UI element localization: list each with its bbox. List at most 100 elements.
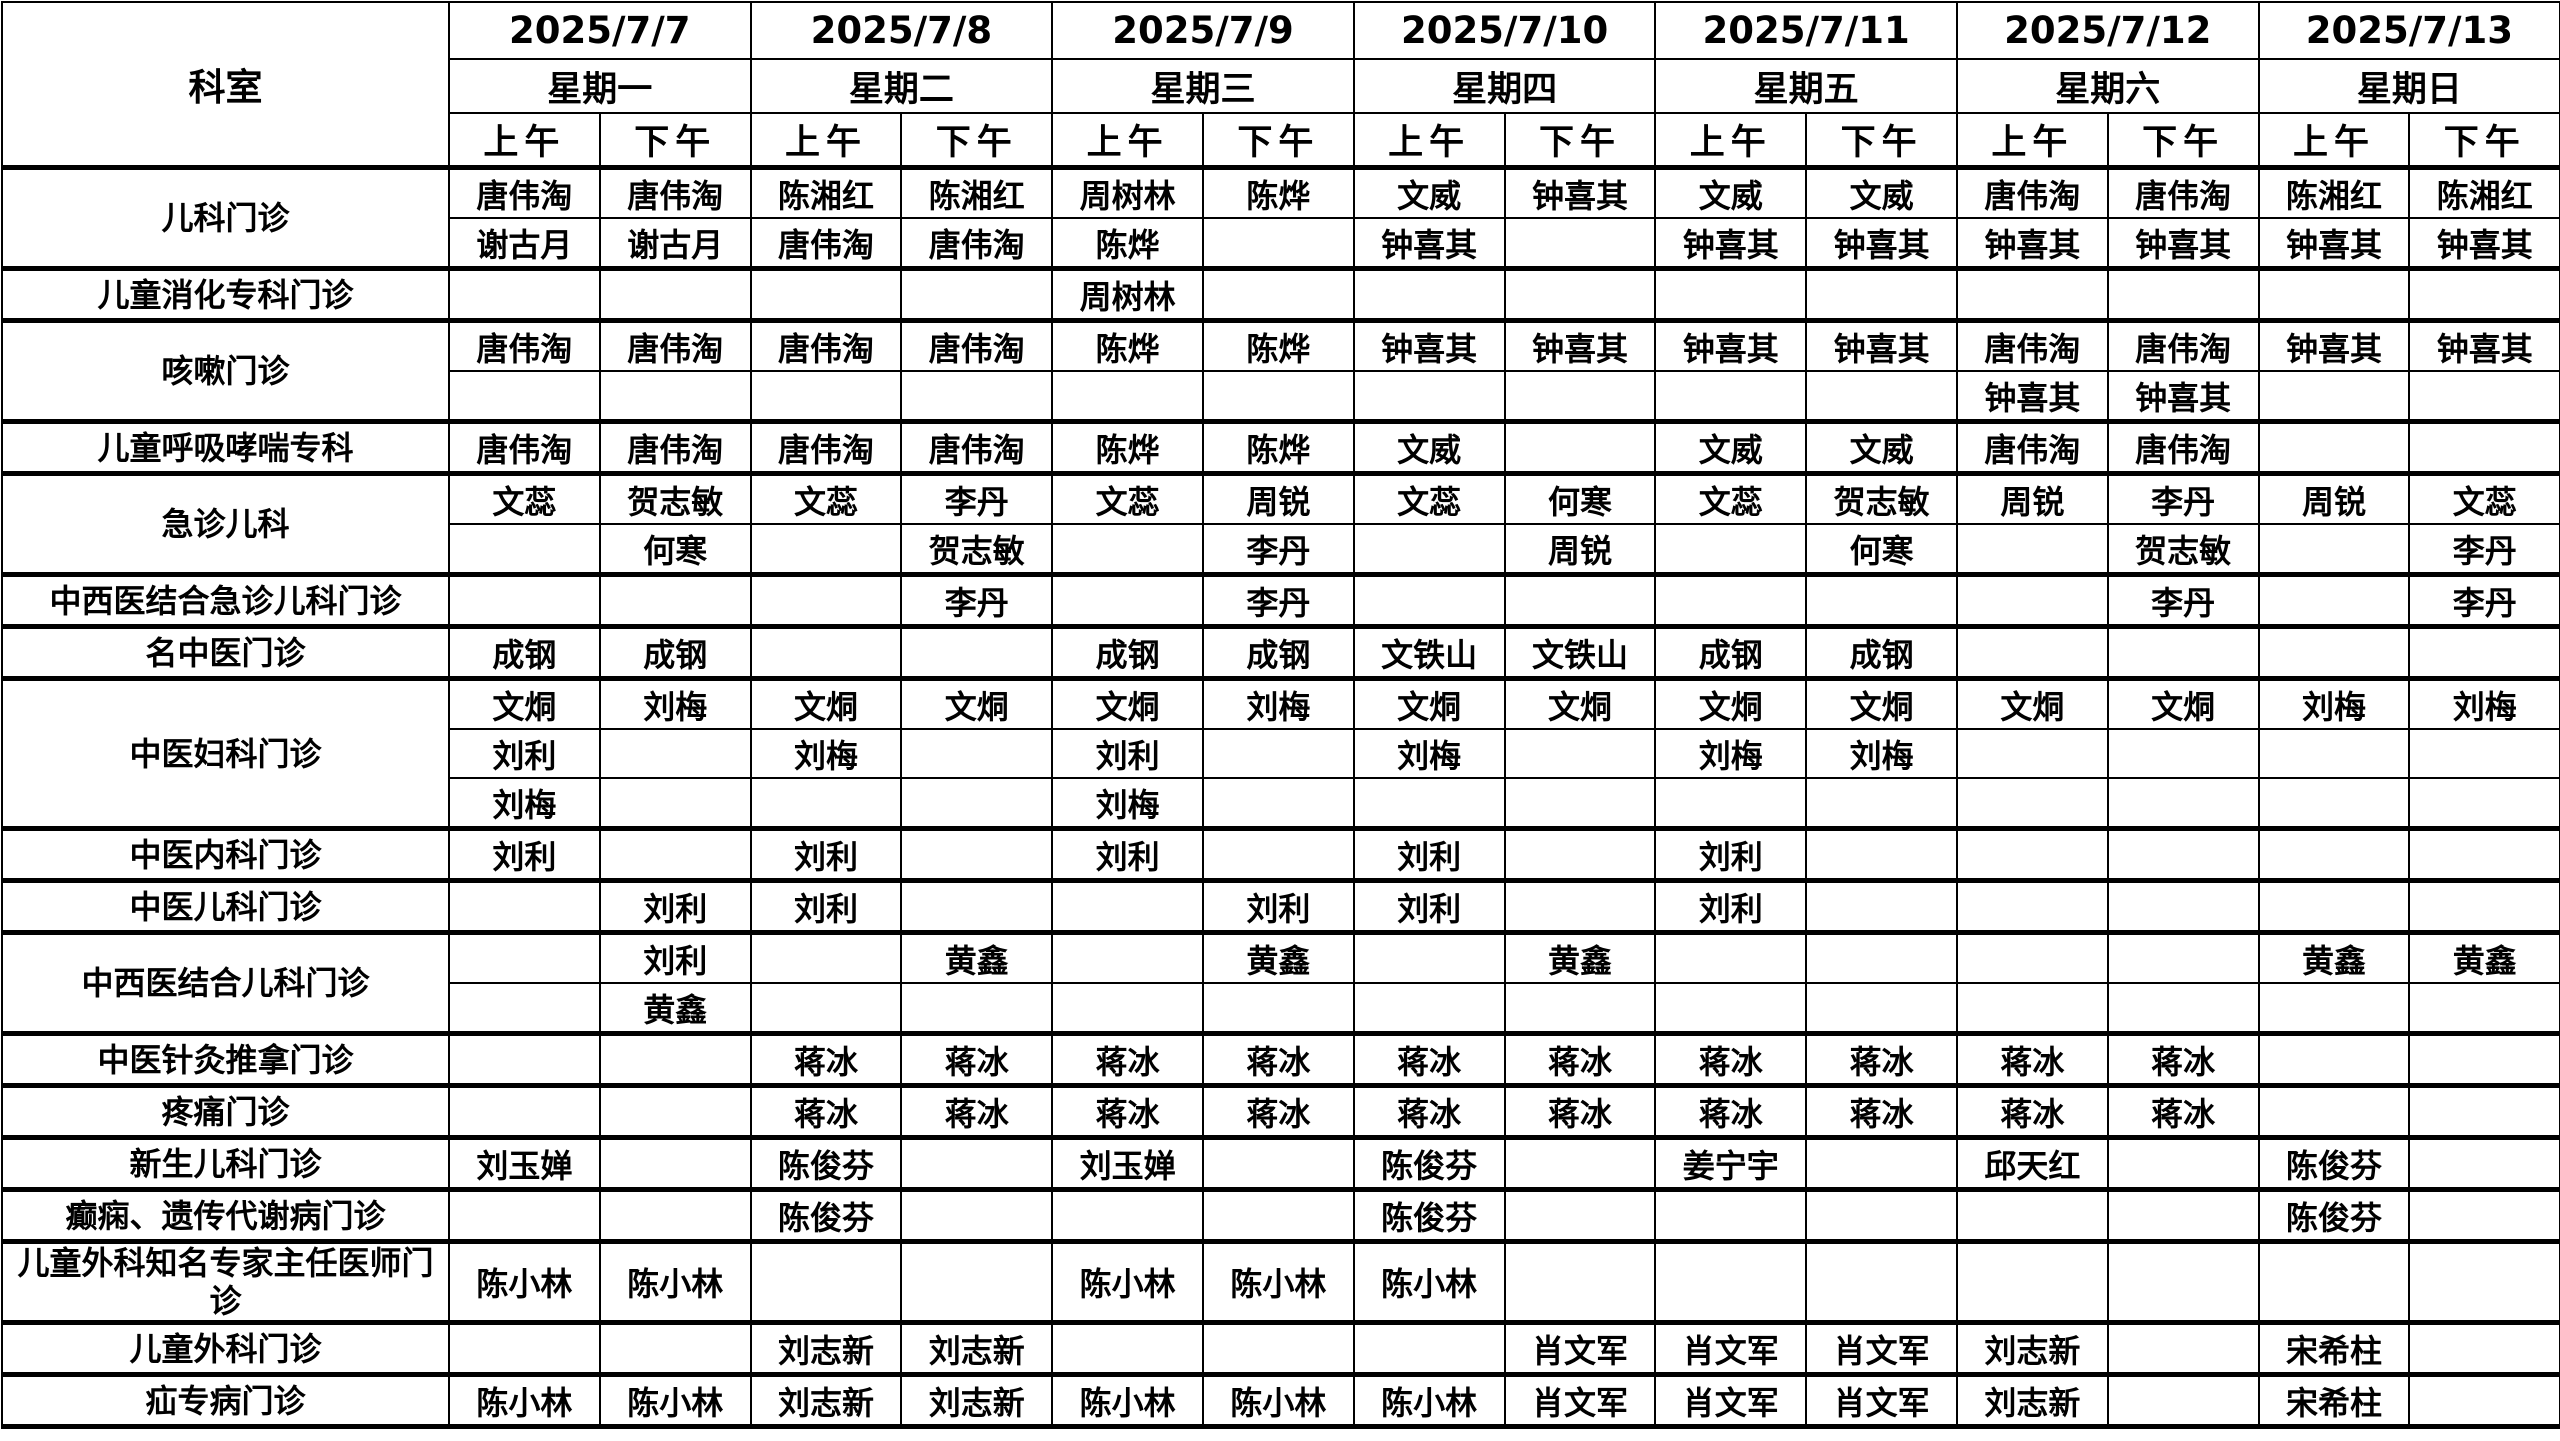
doctor-cell: 陈俊芬 <box>749 1188 903 1244</box>
schedule-row: 黄鑫 <box>2 982 2560 1036</box>
doctor-cell: 蒋冰 <box>2106 1084 2260 1140</box>
doctor-cell <box>2106 879 2260 935</box>
doctor-cell <box>1654 777 1808 831</box>
department-name: 新生儿科门诊 <box>1 1136 450 1192</box>
am-header: 上午 <box>749 112 903 170</box>
pm-header: 下午 <box>598 112 752 170</box>
doctor-cell: 文威 <box>1654 420 1808 476</box>
doctor-cell <box>448 982 601 1036</box>
doctor-cell: 钟喜其 <box>2257 217 2411 271</box>
doctor-cell <box>1654 523 1808 577</box>
doctor-cell <box>598 777 752 831</box>
doctor-cell <box>1051 931 1204 984</box>
schedule-header: 科室 2025/7/7 2025/7/8 2025/7/9 2025/7/10 2025/… <box>1 1 2560 170</box>
doctor-cell <box>1352 931 1506 984</box>
doctor-cell <box>2106 777 2260 831</box>
doctor-cell <box>1503 777 1657 831</box>
weekday-header: 星期三 <box>1051 58 1355 114</box>
doctor-cell <box>2106 1136 2260 1192</box>
doctor-cell: 文烔 <box>1503 677 1657 730</box>
doctor-cell <box>1955 573 2109 629</box>
schedule-row: 刘利 刘梅 刘利 刘梅 刘梅 刘梅 <box>2 728 2560 779</box>
doctor-cell: 肖文军 <box>1503 1321 1657 1377</box>
department-name: 疼痛门诊 <box>1 1084 450 1140</box>
weekday-header: 星期一 <box>448 58 752 114</box>
doctor-cell: 刘梅 <box>1654 728 1808 779</box>
doctor-cell: 刘梅 <box>2257 677 2411 730</box>
doctor-cell <box>2408 1321 2560 1377</box>
doctor-cell: 钟喜其 <box>1805 319 1958 372</box>
doctor-cell: 刘梅 <box>1051 777 1204 831</box>
doctor-cell <box>1201 217 1355 271</box>
doctor-cell: 钟喜其 <box>1805 217 1958 271</box>
doctor-cell: 刘志新 <box>900 1373 1054 1429</box>
doctor-cell <box>1201 267 1355 323</box>
doctor-cell: 贺志敏 <box>2106 523 2260 577</box>
doctor-cell: 文烔 <box>1051 677 1204 730</box>
doctor-cell: 成钢 <box>1654 625 1808 681</box>
department-column-header: 科室 <box>1 1 450 170</box>
doctor-cell <box>2408 728 2560 779</box>
doctor-cell: 刘梅 <box>448 777 601 831</box>
doctor-cell <box>2257 1240 2411 1325</box>
doctor-cell <box>2257 982 2411 1036</box>
weekday-header: 星期日 <box>2257 58 2560 114</box>
pm-header: 下午 <box>2106 112 2260 170</box>
doctor-cell: 蒋冰 <box>900 1084 1054 1140</box>
doctor-cell: 钟喜其 <box>1503 166 1657 219</box>
date-header: 2025/7/11 <box>1654 1 1958 60</box>
doctor-cell: 蒋冰 <box>1955 1032 2109 1088</box>
doctor-cell: 周锐 <box>2257 472 2411 525</box>
doctor-cell: 陈烨 <box>1201 420 1355 476</box>
department-name: 中医儿科门诊 <box>1 879 450 935</box>
doctor-cell: 陈俊芬 <box>1352 1136 1506 1192</box>
doctor-cell: 陈湘红 <box>900 166 1054 219</box>
schedule-row: 咳嗽门诊 唐伟淘 唐伟淘 唐伟淘 唐伟淘 陈烨 陈烨 钟喜其 钟喜其 钟喜其 钟喜其 唐伟淘 唐伟淘 钟喜… <box>1 319 2560 424</box>
doctor-cell: 肖文军 <box>1805 1373 1958 1429</box>
doctor-cell <box>900 982 1054 1036</box>
doctor-cell: 黄鑫 <box>2257 931 2411 984</box>
doctor-cell <box>2408 1373 2560 1429</box>
doctor-cell: 李丹 <box>2408 523 2560 577</box>
doctor-cell <box>2106 625 2260 681</box>
doctor-cell: 蒋冰 <box>749 1032 903 1088</box>
doctor-cell <box>1654 370 1808 424</box>
schedule-row: 中西医结合儿科门诊 刘利 黄鑫 黄鑫 黄鑫 黄鑫 黄鑫 <box>1 931 2560 1036</box>
schedule-row: 儿童消化专科门诊 周树林 <box>1 267 2560 323</box>
doctor-cell <box>1805 1240 1958 1325</box>
doctor-cell <box>1201 1188 1355 1244</box>
schedule-row: 名中医门诊 成钢 成钢 成钢 成钢 文铁山 文铁山 成钢 成钢 <box>1 625 2560 681</box>
pm-header: 下午 <box>1201 112 1355 170</box>
doctor-cell <box>2106 982 2260 1036</box>
doctor-cell <box>448 523 601 577</box>
doctor-cell <box>1503 370 1657 424</box>
date-header: 2025/7/13 <box>2257 1 2560 60</box>
doctor-cell: 刘利 <box>1352 879 1506 935</box>
schedule-row: 何寒 贺志敏 李丹 周锐 何寒 贺志敏 李丹 <box>2 523 2560 577</box>
doctor-cell: 肖文军 <box>1805 1321 1958 1377</box>
doctor-cell: 李丹 <box>1201 573 1355 629</box>
doctor-cell <box>1805 982 1958 1036</box>
doctor-cell: 陈小林 <box>598 1240 752 1325</box>
schedule-row: 中医内科门诊 刘利 刘利 刘利 刘利 刘利 <box>1 827 2560 883</box>
doctor-cell <box>749 982 903 1036</box>
doctor-cell <box>2257 1032 2411 1088</box>
doctor-cell <box>1352 777 1506 831</box>
doctor-cell: 蒋冰 <box>1201 1032 1355 1088</box>
doctor-cell <box>1051 1188 1204 1244</box>
doctor-cell <box>900 1136 1054 1192</box>
doctor-cell: 成钢 <box>598 625 752 681</box>
doctor-cell: 刘利 <box>1051 728 1204 779</box>
doctor-cell: 宋希柱 <box>2257 1321 2411 1377</box>
doctor-cell: 唐伟淘 <box>598 166 752 219</box>
doctor-cell: 刘玉婵 <box>1051 1136 1204 1192</box>
doctor-cell <box>2257 523 2411 577</box>
doctor-cell: 刘利 <box>448 728 601 779</box>
doctor-cell: 肖文军 <box>1654 1373 1808 1429</box>
doctor-cell: 蒋冰 <box>1955 1084 2109 1140</box>
doctor-cell: 陈湘红 <box>2408 166 2560 219</box>
doctor-cell: 邱天红 <box>1955 1136 2109 1192</box>
date-header: 2025/7/10 <box>1352 1 1657 60</box>
doctor-cell: 文烔 <box>900 677 1054 730</box>
